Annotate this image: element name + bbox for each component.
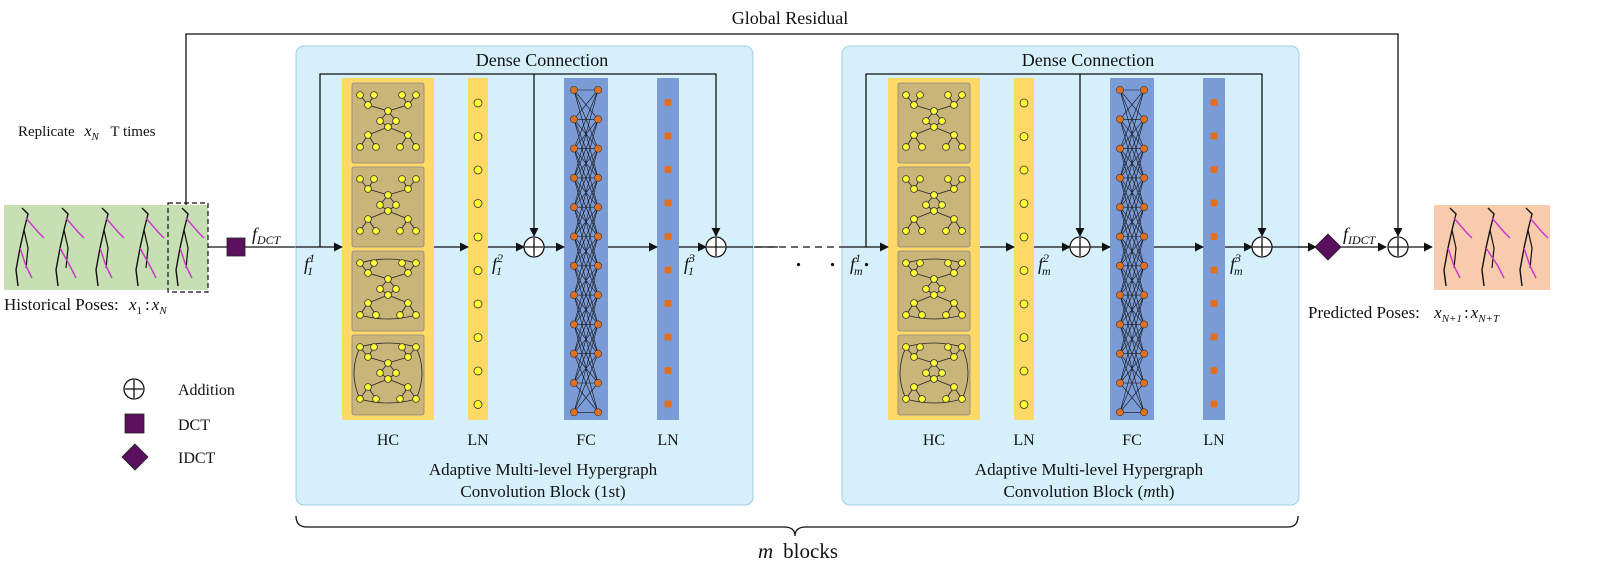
- dct-square-icon: [226, 237, 246, 257]
- legend-idct-label: IDCT: [178, 450, 216, 467]
- column-label: LN: [1203, 432, 1225, 449]
- fc-column: [1110, 78, 1154, 420]
- ln-column-2: [657, 78, 679, 420]
- dense-connection-label: Dense Connection: [476, 50, 608, 70]
- block-caption-line1: Adaptive Multi-level Hypergraph: [975, 460, 1204, 479]
- ln-column-2: [1203, 78, 1225, 420]
- legend: Addition DCT IDCT: [121, 378, 235, 471]
- hypergraph-block-1: Dense Connection f1 1 f2 1 f3 1 HC LN FC LN Adaptiv…: [295, 45, 754, 506]
- ln-column-1: [1014, 78, 1034, 420]
- feature-label: f3 1: [684, 251, 695, 278]
- legend-addition-label: Addition: [178, 382, 235, 399]
- replicate-label: Replicate xN T times: [18, 123, 156, 144]
- ln-column-1: [468, 78, 488, 420]
- addition-icon: [705, 236, 727, 258]
- hypergraph-tile: [897, 250, 971, 332]
- hypergraph-tile: [897, 166, 971, 248]
- hypergraph-block-2: Dense Connection f1 m f2 m f3 m HC LN FC LN Adaptiv…: [841, 45, 1314, 506]
- hypergraph-tile: [351, 334, 425, 416]
- pose-figure: [15, 207, 45, 287]
- column-label: LN: [1013, 432, 1035, 449]
- feature-label: f3 m: [1230, 251, 1243, 278]
- feature-label: f2 1: [492, 251, 503, 278]
- block-caption-line2: Convolution Block (mth): [1004, 482, 1175, 501]
- pose-figure: [1443, 207, 1473, 287]
- addition-icon: [123, 378, 145, 400]
- dense-connection-label: Dense Connection: [1022, 50, 1154, 70]
- predicted-poses-label: Predicted Poses: xN+1: xN+T: [1308, 303, 1500, 325]
- addition-icon: [1069, 236, 1091, 258]
- brace-label: m blocks: [758, 539, 838, 563]
- hypergraph-tile: [351, 82, 425, 164]
- predicted-poses-image: [1434, 205, 1550, 290]
- addition-icon: [1251, 236, 1273, 258]
- legend-dct-label: DCT: [178, 417, 210, 434]
- idct-symbol: fIDCT: [1343, 224, 1377, 247]
- global-residual-label: Global Residual: [732, 8, 848, 28]
- hypergraph-tile: [351, 166, 425, 248]
- pose-figure: [55, 207, 85, 287]
- feature-label: f2 m: [1038, 251, 1051, 278]
- historical-poses-image: [4, 202, 209, 293]
- block-caption-line2: Convolution Block (1st): [460, 482, 625, 501]
- idct-diamond-icon: [1314, 233, 1342, 261]
- hypergraph-tile: [351, 250, 425, 332]
- global-residual-line: [185, 33, 1403, 237]
- addition-icon: [523, 236, 545, 258]
- historical-poses-label: Historical Poses: x1: xN: [4, 295, 167, 317]
- pose-figure: [1481, 207, 1511, 287]
- pose-figure: [135, 207, 165, 287]
- column-label: FC: [576, 432, 596, 449]
- column-label: HC: [377, 432, 399, 449]
- block-caption-line1: Adaptive Multi-level Hypergraph: [429, 460, 658, 479]
- feature-label: f1 m: [850, 251, 863, 278]
- dct-square-icon: [124, 413, 145, 434]
- pose-figure: [1519, 207, 1549, 287]
- pose-figure: [175, 207, 205, 287]
- final-addition-icon: [1387, 236, 1409, 258]
- dct-symbol: fDCT: [252, 224, 282, 247]
- column-label: LN: [657, 432, 679, 449]
- idct-diamond-icon: [121, 443, 149, 471]
- column-label: LN: [467, 432, 489, 449]
- fc-column: [564, 78, 608, 420]
- column-label: FC: [1122, 432, 1142, 449]
- column-label: HC: [923, 432, 945, 449]
- blocks-brace: [295, 515, 1299, 537]
- feature-label: f1 1: [304, 251, 314, 278]
- hypergraph-tile: [897, 334, 971, 416]
- hypergraph-tile: [897, 82, 971, 164]
- pose-figure: [95, 207, 125, 287]
